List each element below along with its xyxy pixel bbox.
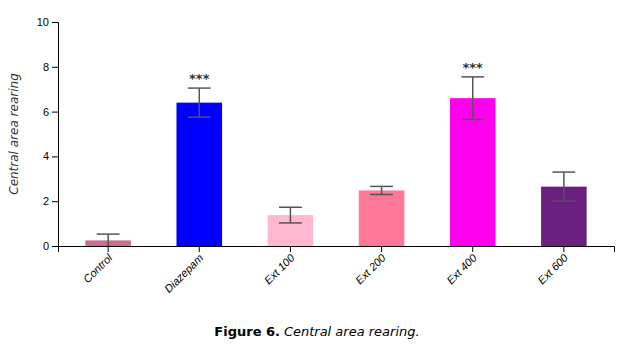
- significance-label: ***: [463, 60, 484, 75]
- y-tick: 4: [43, 150, 58, 162]
- error-bar-cap: [552, 200, 575, 202]
- x-tick-label: Ext 100: [262, 251, 297, 286]
- y-tick-mark: [52, 22, 58, 23]
- y-tick-label: 4: [43, 150, 49, 162]
- y-tick-mark: [52, 201, 58, 202]
- error-bar-cap: [461, 76, 484, 78]
- y-tick-mark: [52, 156, 58, 157]
- x-tick: Diazepam: [162, 246, 206, 295]
- x-tick: Ext 100: [262, 246, 297, 286]
- x-axis-line: [59, 247, 615, 253]
- y-axis-title: Central area rearing: [7, 73, 21, 195]
- error-bar-cap: [97, 246, 120, 247]
- marks: [85, 77, 586, 246]
- error-bar-cap: [370, 186, 393, 188]
- error-bar: [461, 77, 484, 120]
- error-bar-cap: [552, 171, 575, 173]
- x-axis: Control Diazepam Ext 100 Ext 200 Ext 400 Ext …: [59, 246, 615, 295]
- caption-text: Central area rearing.: [284, 324, 420, 339]
- x-tick-mark: [472, 246, 473, 252]
- error-bar: [97, 234, 120, 246]
- bar: [450, 98, 496, 246]
- error-bar-cap: [370, 194, 393, 196]
- error-bar-stem: [563, 172, 565, 201]
- x-tick-label: Ext 600: [535, 251, 570, 286]
- y-tick: 10: [37, 16, 58, 28]
- plot: 0 2 4 6 8 10 Control Diazepam Ext 100 Ext 200 Ext …: [7, 16, 615, 295]
- y-tick: 8: [43, 61, 58, 73]
- error-bar-stem: [472, 77, 474, 120]
- error-bar-cap: [188, 87, 211, 89]
- error-bar-cap: [461, 119, 484, 121]
- y-tick-label: 0: [43, 240, 49, 252]
- y-tick: 6: [43, 106, 58, 118]
- y-axis-line: [52, 23, 59, 247]
- x-tick-mark: [290, 246, 291, 252]
- x-tick-mark: [108, 246, 109, 252]
- x-tick-mark: [381, 246, 382, 252]
- error-bar-stem: [107, 234, 109, 246]
- error-bar-cap: [97, 233, 120, 235]
- caption: Figure 6. Central area rearing.: [214, 324, 419, 339]
- error-bar: [279, 207, 302, 223]
- error-bar-cap: [279, 206, 302, 208]
- bar: [176, 103, 222, 246]
- y-axis: 0 2 4 6 8 10: [37, 16, 59, 252]
- significance-labels: *** ***: [189, 60, 483, 86]
- error-bar: [552, 172, 575, 201]
- y-tick-label: 2: [43, 195, 49, 207]
- x-tick-mark: [563, 246, 564, 252]
- error-bar-cap: [279, 222, 302, 224]
- chart: 0 2 4 6 8 10 Control Diazepam Ext 100 Ext 200 Ext …: [0, 0, 634, 346]
- y-tick-label: 10: [37, 16, 49, 28]
- x-tick: Ext 200: [353, 246, 388, 286]
- x-tick: Ext 400: [444, 246, 479, 286]
- error-bar: [370, 186, 393, 194]
- significance-label: ***: [189, 71, 210, 86]
- x-tick-label: Control: [81, 251, 115, 285]
- error-bar-stem: [381, 186, 383, 194]
- error-bar-cap: [188, 116, 211, 118]
- bar: [359, 190, 405, 246]
- y-tick: 0: [43, 240, 58, 252]
- x-tick: Control: [81, 246, 115, 285]
- y-tick-label: 8: [43, 61, 49, 73]
- x-tick-label: Ext 400: [444, 251, 479, 286]
- error-bar-stem: [290, 207, 292, 223]
- y-tick-mark: [52, 67, 58, 68]
- error-bar-stem: [199, 88, 201, 117]
- x-tick-label: Ext 200: [353, 251, 388, 286]
- x-tick-mark: [199, 246, 200, 252]
- caption-label: Figure 6.: [214, 324, 280, 339]
- y-tick: 2: [43, 195, 58, 207]
- x-tick: Ext 600: [535, 246, 570, 286]
- y-tick-mark: [52, 112, 58, 113]
- y-tick-label: 6: [43, 106, 49, 118]
- x-tick-label: Diazepam: [162, 252, 206, 296]
- error-bar: [188, 88, 211, 117]
- y-tick-mark: [52, 246, 58, 247]
